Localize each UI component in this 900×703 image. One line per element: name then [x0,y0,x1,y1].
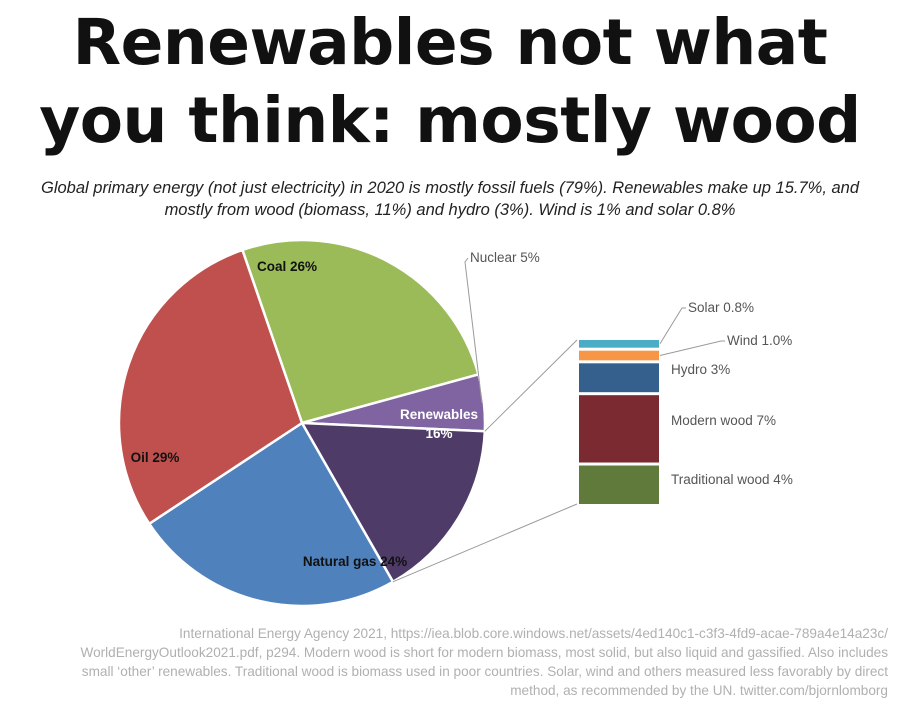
source-line-2: WorldEnergyOutlook2021.pdf, p294. Modern… [80,645,888,660]
bar-segment-solar-0-8 [579,340,659,348]
source-line-4: method, as recommended by the UN. twitte… [510,683,888,698]
leader-line-solar-0-8 [659,307,686,345]
subtitle: Global primary energy (not just electric… [40,179,860,219]
slice-label-natural-gas-24: Natural gas 24% [303,554,407,569]
breakout-line-top [484,339,578,432]
slice-label-renewables-16: Renewables 16% [400,407,478,441]
breakout-line-bottom [392,503,578,583]
pie-slice-renewables-16 [299,421,487,584]
pie-slice-oil-29 [117,248,304,526]
leader-line-wind-1-0 [659,340,725,356]
bar-segment-wind-1-0 [579,350,659,361]
bar-segment-traditional-wood-4 [579,465,659,504]
slice-label-coal-26: Coal 26% [257,259,317,274]
bar-segment-modern-wood-7 [579,395,659,463]
bar-label-wind-1-0: Wind 1.0% [727,333,792,348]
pie-slice-natural-gas-24 [147,421,395,608]
bar-segment-hydro-3 [579,363,659,393]
bar-label-modern-wood-7: Modern wood 7% [671,413,776,428]
pie-slice-coal-26 [240,238,480,425]
bar-label-hydro-3: Hydro 3% [671,362,730,377]
nuclear-leader-line [464,257,483,403]
bar-label-solar-0-8: Solar 0.8% [688,300,754,315]
source-note: International Energy Agency 2021, https:… [20,624,888,700]
source-line-3: small ‘other’ renewables. Traditional wo… [81,664,888,679]
bar-label-traditional-wood-4: Traditional wood 4% [671,472,793,487]
slice-label-nuclear-5: Nuclear 5% [470,250,540,265]
source-line-1: International Energy Agency 2021, https:… [179,626,888,641]
slice-label-oil-29: Oil 29% [131,450,180,465]
page-title: Renewables not what you think: mostly wo… [39,6,861,157]
